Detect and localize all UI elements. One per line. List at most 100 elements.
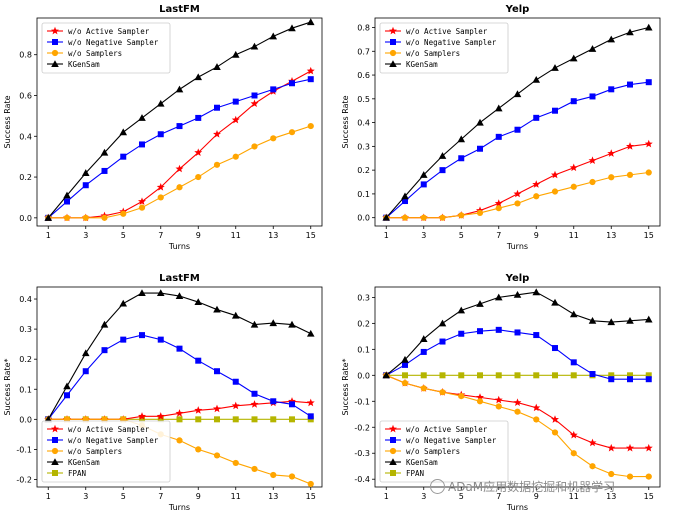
legend-label: w/o Negative Sampler (406, 38, 497, 47)
x-tick-label: 1 (46, 231, 51, 240)
data-point (382, 371, 391, 379)
data-point (495, 205, 502, 212)
data-point (438, 319, 447, 327)
data-point (645, 473, 652, 480)
legend: w/o Active Sampler w/o Negative Sampler w/… (379, 420, 509, 483)
plot-frame (36, 286, 323, 488)
legend-marker (51, 458, 59, 465)
legend-marker (51, 447, 59, 455)
legend-label: w/o Active Sampler (68, 27, 150, 36)
data-point (270, 135, 277, 142)
data-point (514, 408, 521, 415)
legend-label: w/o Negative Sampler (406, 436, 497, 445)
data-point (513, 90, 522, 98)
x-tick-label: 15 (644, 231, 654, 240)
data-point (477, 328, 483, 335)
data-point (570, 359, 577, 366)
data-point (306, 18, 315, 26)
data-point (608, 174, 615, 181)
data-point (513, 290, 522, 298)
data-point (157, 131, 164, 138)
data-point (552, 372, 558, 379)
data-point (589, 178, 596, 186)
data-point (81, 169, 90, 176)
data-point (645, 372, 652, 379)
y-axis-label: Success Rate (3, 95, 12, 148)
x-tick-label: 3 (421, 231, 426, 240)
data-point (533, 332, 540, 339)
y-axis-label: Success Rate* (3, 358, 12, 415)
y-tick-label: 0.8 (357, 24, 370, 33)
x-axis-label: Turns (168, 242, 190, 251)
chart-title: LastFM (159, 4, 200, 15)
data-point (195, 114, 202, 121)
data-point (477, 145, 483, 152)
data-point (101, 167, 108, 174)
data-point (420, 372, 427, 379)
legend-marker (52, 437, 58, 443)
data-point (477, 372, 483, 379)
data-point (270, 86, 277, 93)
data-point (120, 153, 127, 160)
data-point (420, 181, 427, 188)
data-point (458, 392, 465, 400)
data-point (44, 214, 53, 221)
data-point (607, 149, 616, 157)
data-point (232, 459, 239, 467)
data-point (476, 118, 484, 126)
data-point (645, 169, 652, 176)
data-point (231, 401, 240, 410)
data-point (250, 400, 259, 408)
wechat-logo-icon (430, 479, 445, 494)
series-kgensam (382, 23, 653, 221)
data-point (176, 184, 183, 191)
data-point (156, 412, 165, 420)
series-kgensam (44, 18, 315, 221)
y-tick-label: -0.1 (16, 445, 32, 454)
legend-label: w/o Active Sampler (406, 425, 488, 434)
legend-marker (389, 447, 397, 455)
x-tick-label: 15 (644, 492, 654, 501)
data-point (457, 135, 466, 143)
y-tick-label: 0.1 (357, 345, 370, 354)
data-point (645, 79, 652, 86)
legend-marker (389, 424, 397, 433)
data-point (232, 378, 239, 385)
y-axis-label: Success Rate* (341, 358, 350, 415)
data-point (195, 357, 202, 364)
legend-label: w/o Samplers (406, 447, 460, 456)
data-point (138, 412, 146, 420)
data-point (420, 348, 427, 355)
data-point (139, 416, 145, 423)
chart-title: LastFM (159, 273, 200, 284)
series-w-o-active-sampler (382, 139, 653, 222)
data-point (626, 443, 634, 452)
data-point (495, 133, 502, 140)
plot-frame (374, 17, 661, 227)
data-point (570, 183, 577, 190)
x-tick-label: 5 (121, 231, 126, 240)
series-w-o-samplers (383, 169, 652, 221)
y-tick-label: 0.1 (357, 190, 370, 199)
data-point (589, 463, 596, 470)
watermark: ADaM应用数据挖掘和机器学习 (430, 478, 615, 495)
data-point (513, 398, 522, 406)
data-point (608, 376, 615, 383)
y-tick-label: 0.2 (357, 319, 370, 328)
x-tick-label: 5 (459, 492, 464, 501)
y-tick-label: 0.2 (357, 166, 370, 175)
data-point (402, 198, 408, 205)
series-line (47, 78, 311, 219)
data-point (231, 115, 240, 124)
x-tick-label: 13 (606, 231, 616, 240)
legend-marker (390, 470, 396, 476)
data-point (100, 320, 109, 328)
data-point (588, 45, 597, 52)
data-point (402, 361, 408, 368)
data-point (569, 54, 578, 62)
data-point (157, 416, 164, 423)
x-tick-label: 7 (158, 231, 163, 240)
data-point (532, 180, 541, 188)
